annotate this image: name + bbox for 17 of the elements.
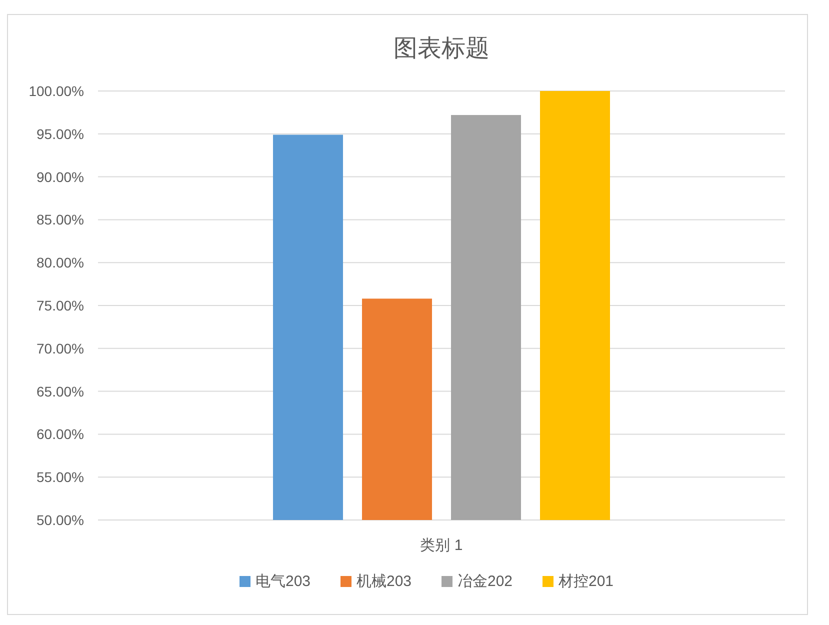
legend-label: 冶金202 — [458, 573, 513, 590]
y-tick-label: 100.00% — [28, 83, 84, 99]
legend-label: 材控201 — [558, 573, 614, 590]
y-tick-label: 85.00% — [36, 212, 84, 228]
y-tick-label: 65.00% — [36, 383, 84, 400]
legend-label: 电气203 — [256, 573, 311, 590]
x-tick-label: 类别 1 — [420, 537, 463, 554]
y-tick-label: 80.00% — [36, 254, 84, 271]
y-tick-label: 50.00% — [36, 512, 84, 528]
y-tick-label: 55.00% — [36, 469, 84, 486]
y-tick-label: 60.00% — [36, 426, 84, 442]
chart-title: 图表标题 — [394, 35, 490, 62]
y-tick-label: 70.00% — [36, 340, 84, 356]
legend-label: 机械203 — [356, 573, 412, 590]
y-tick-label: 90.00% — [36, 168, 84, 185]
y-tick-label: 95.00% — [36, 126, 84, 142]
y-tick-label: 75.00% — [36, 298, 84, 314]
